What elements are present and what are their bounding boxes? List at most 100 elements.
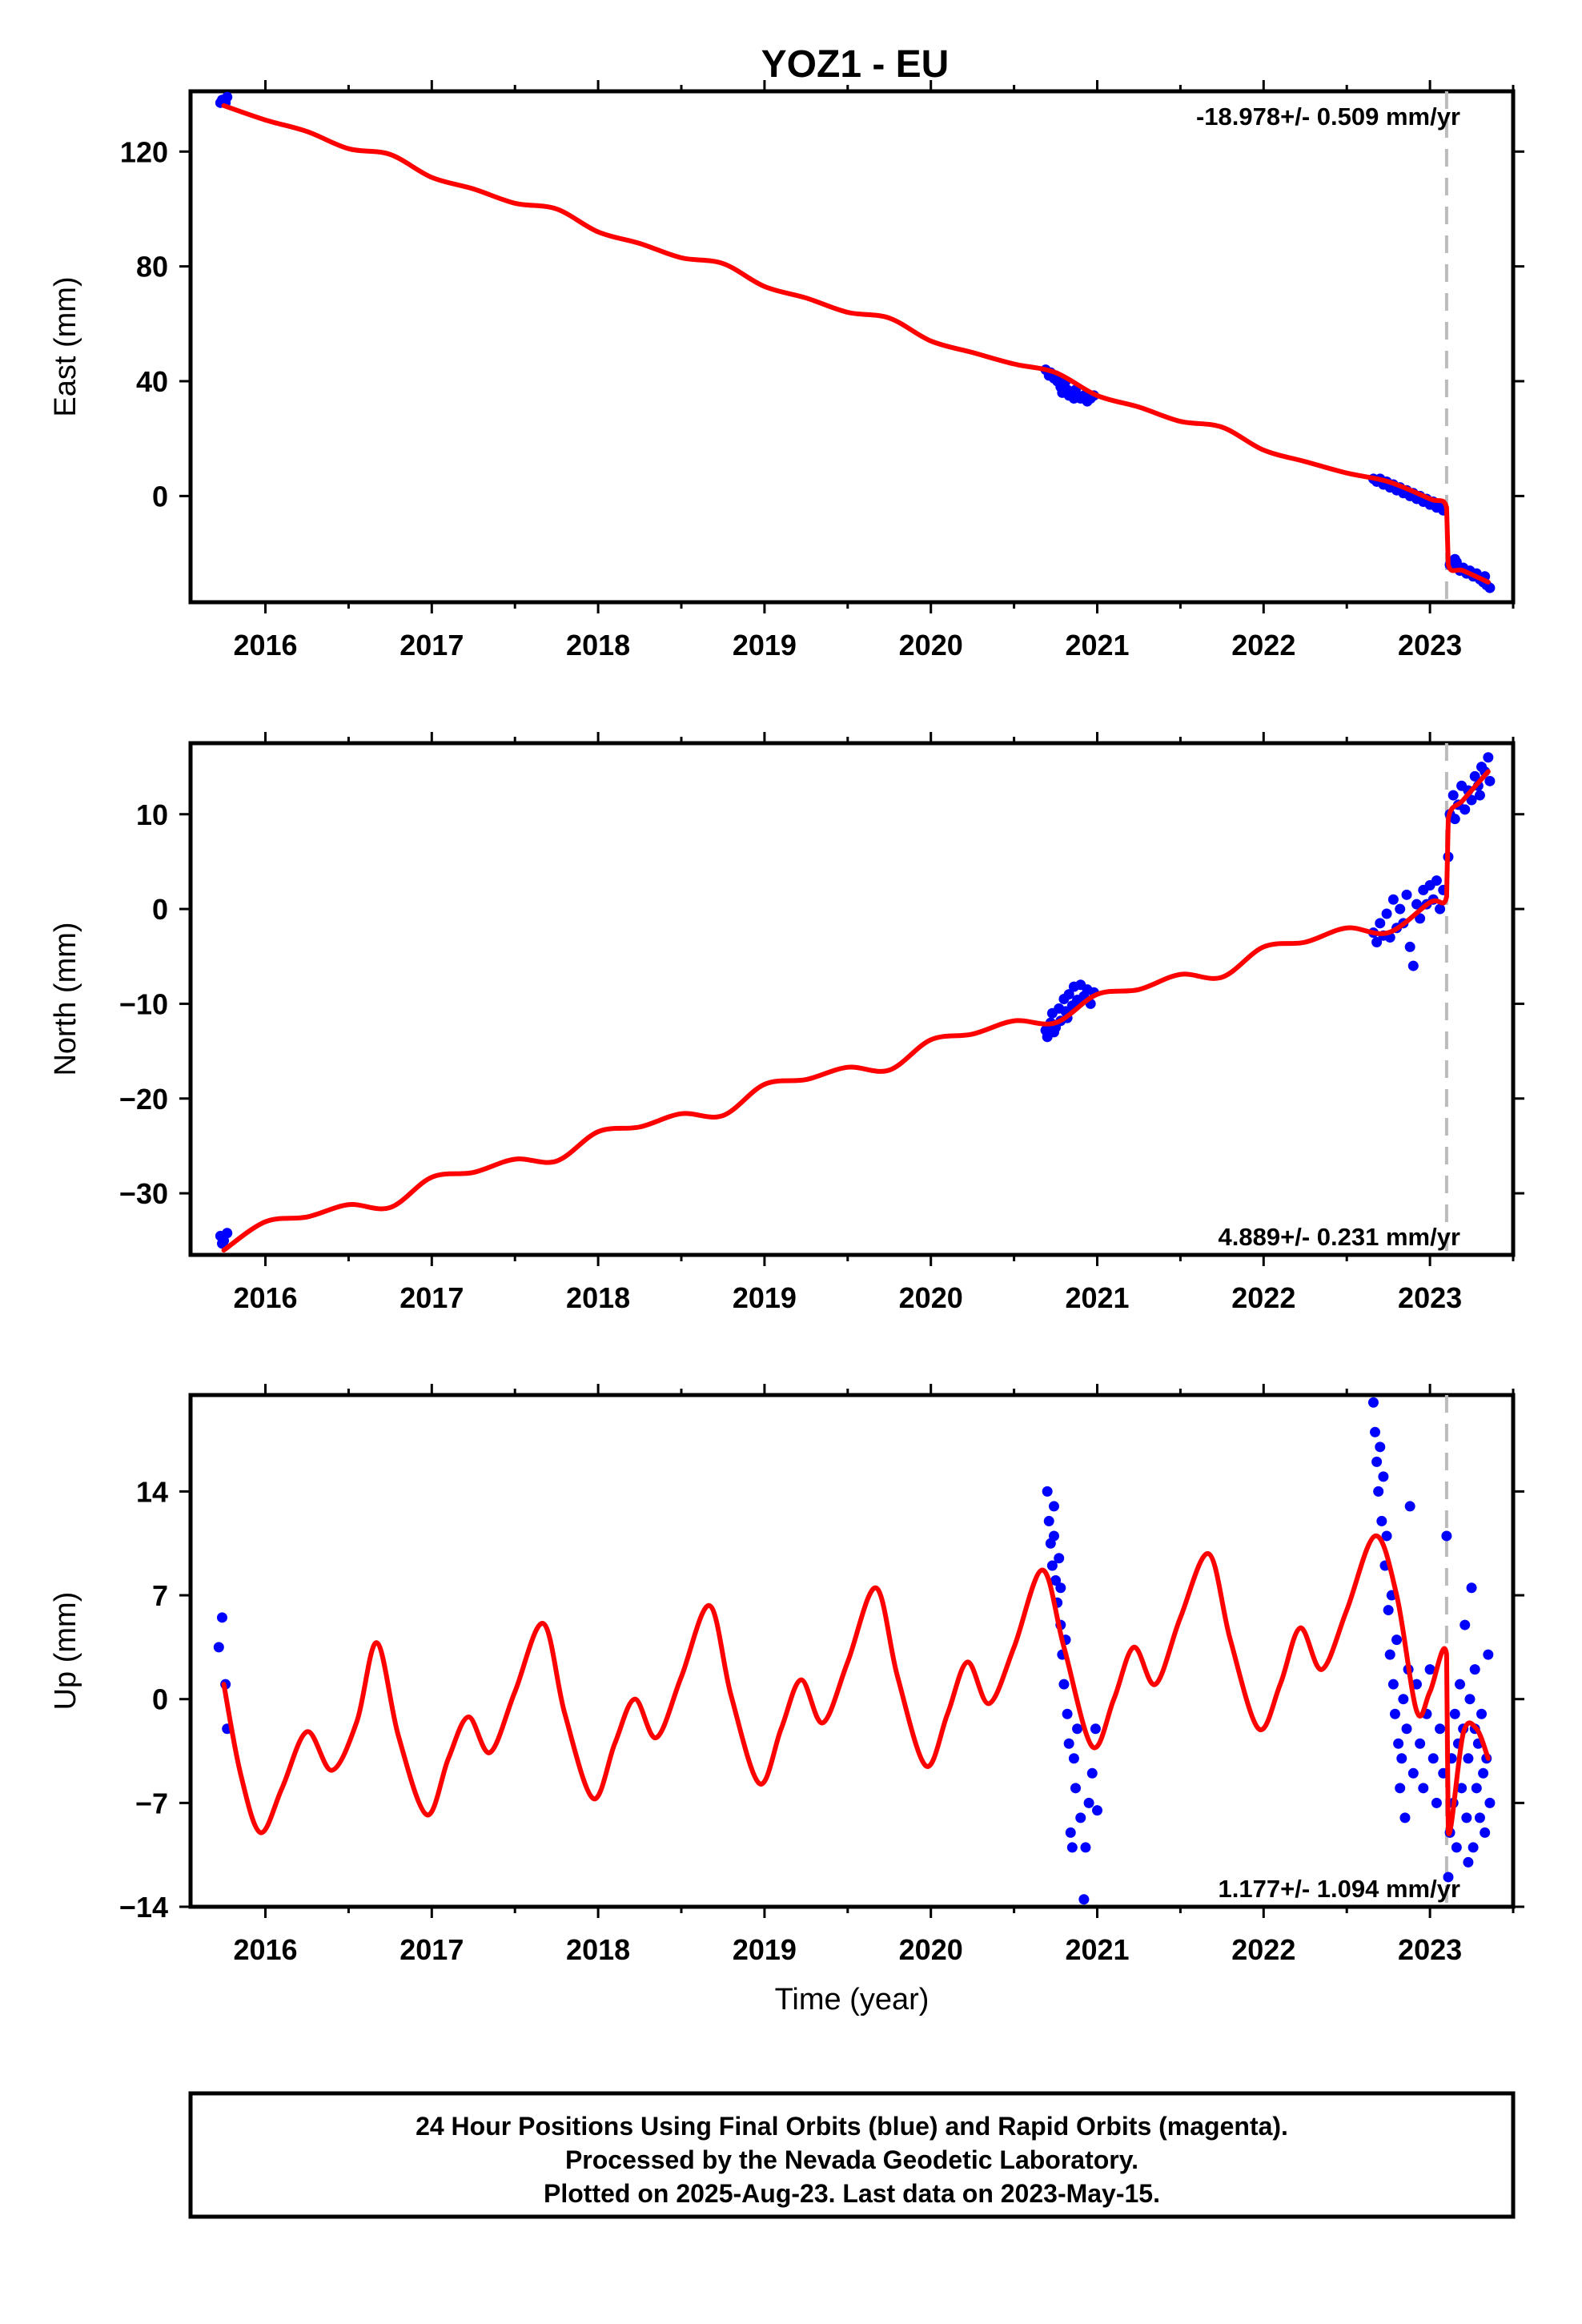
- north-ylabel: North (mm): [49, 922, 82, 1076]
- east-observation-point: [1484, 582, 1496, 593]
- up-ytick-label: −7: [135, 1787, 168, 1819]
- north-xtick-label: 2020: [899, 1281, 963, 1314]
- up-observation-point: [1378, 1471, 1389, 1482]
- up-observation-point: [1048, 1530, 1059, 1542]
- up-observation-point: [1383, 1605, 1394, 1616]
- up-observation-point: [1075, 1812, 1086, 1823]
- east-xtick-label: 2019: [733, 629, 797, 661]
- north-observation-point: [1449, 814, 1460, 825]
- up-xtick-label: 2017: [400, 1933, 464, 1966]
- up-observation-point: [1478, 1767, 1489, 1779]
- up-frame: [188, 1393, 1516, 1909]
- chart-title: YOZ1 - EU: [761, 43, 950, 86]
- up-observation-point: [1092, 1805, 1103, 1816]
- north-observation-point: [1415, 913, 1426, 924]
- north-observation-point: [1048, 1027, 1059, 1038]
- up-observation-point: [1483, 1649, 1494, 1660]
- east-xtick-label: 2016: [233, 629, 297, 661]
- up-observation-point: [1381, 1530, 1392, 1542]
- up-observation-point: [1393, 1738, 1404, 1749]
- north-observation-point: [1404, 941, 1415, 952]
- up-observation-point: [213, 1642, 224, 1653]
- up-observation-point: [1376, 1515, 1387, 1526]
- up-observation-point: [1471, 1783, 1482, 1794]
- north-observation-point: [1484, 775, 1496, 786]
- east-frame: [188, 89, 1516, 605]
- east-observation-point: [1449, 553, 1460, 565]
- up-observation-point: [1474, 1812, 1485, 1823]
- up-ytick-label: 7: [152, 1579, 168, 1612]
- north-model-line: [221, 769, 1491, 1253]
- up-observation-point: [1050, 1575, 1062, 1586]
- up-observation-point: [1367, 1397, 1379, 1408]
- up-observation-point: [1078, 1894, 1090, 1905]
- east-panel: 2016 2017 2018 2019 2020 2021 2022 2023 0 40 80 120…: [49, 80, 1524, 661]
- north-frame: [188, 741, 1516, 1257]
- up-observation-point: [1476, 1708, 1488, 1719]
- up-observation-point: [1435, 1723, 1446, 1735]
- up-xlabel: Time (year): [775, 1983, 930, 2016]
- up-observation-point: [1468, 1842, 1479, 1853]
- up-observation-point: [1389, 1708, 1400, 1719]
- north-observation-point: [1371, 937, 1383, 947]
- up-ytick-label: 0: [152, 1683, 168, 1716]
- up-observation-point: [1415, 1738, 1426, 1749]
- up-observation-point: [1401, 1723, 1412, 1735]
- north-xtick-label: 2021: [1065, 1281, 1129, 1314]
- north-observation-point: [1447, 790, 1459, 801]
- east-ylabel: East (mm): [49, 276, 82, 416]
- up-observation-point: [1066, 1842, 1078, 1853]
- up-model-line: [221, 1533, 1491, 1836]
- up-observation-point: [1395, 1783, 1406, 1794]
- up-observation-point: [1449, 1708, 1460, 1719]
- footer-line-2: Processed by the Nevada Geodetic Laborat…: [565, 2145, 1138, 2174]
- up-observation-point: [1068, 1753, 1079, 1764]
- up-observation-point: [1455, 1679, 1466, 1690]
- up-observation-point: [1463, 1856, 1474, 1868]
- north-observation-point: [1469, 770, 1480, 782]
- up-observation-point: [1424, 1664, 1435, 1675]
- north-xtick-label: 2022: [1231, 1281, 1295, 1314]
- north-observation-point: [1401, 889, 1412, 900]
- footer-box: [188, 2091, 1516, 2219]
- up-observation-point: [1460, 1619, 1471, 1630]
- up-xtick-label: 2020: [899, 1933, 963, 1966]
- north-observation-point: [1395, 903, 1406, 915]
- east-xtick-label: 2018: [566, 629, 630, 661]
- up-observation-point: [1404, 1501, 1415, 1512]
- north-ytick-label: 10: [136, 798, 168, 831]
- north-xtick-label: 2023: [1398, 1281, 1462, 1314]
- east-ytick-label: 120: [120, 135, 168, 168]
- north-xtick-label: 2016: [233, 1281, 297, 1314]
- up-ytick-label: −14: [119, 1891, 168, 1924]
- up-observation-point: [1456, 1783, 1468, 1794]
- up-observation-point: [1384, 1649, 1395, 1660]
- north-observation-point: [1466, 794, 1477, 806]
- up-observation-point: [1431, 1797, 1442, 1808]
- up-xtick-label: 2018: [566, 1933, 630, 1966]
- up-xtick-label: 2019: [733, 1933, 797, 1966]
- up-observation-point: [1398, 1694, 1409, 1705]
- up-observation-point: [1370, 1426, 1381, 1437]
- east-xtick-label: 2022: [1231, 629, 1295, 661]
- up-observation-point: [1072, 1723, 1083, 1735]
- up-xtick-label: 2022: [1231, 1933, 1295, 1966]
- north-observation-point: [1474, 790, 1485, 801]
- up-rate-label: 1.177+/- 1.094 mm/yr: [1219, 1875, 1460, 1903]
- east-ytick-label: 0: [152, 480, 168, 513]
- up-observation-point: [1441, 1530, 1452, 1542]
- up-observation-point: [1371, 1456, 1383, 1467]
- north-observation-point: [1381, 908, 1392, 919]
- up-observation-point: [1466, 1582, 1477, 1594]
- north-observation-point: [1375, 918, 1386, 929]
- up-observation-point: [1463, 1753, 1474, 1764]
- north-xtick-label: 2018: [566, 1281, 630, 1314]
- up-observation-point: [1407, 1767, 1419, 1779]
- east-ytick-label: 40: [136, 365, 168, 398]
- east-xtick-label: 2017: [400, 629, 464, 661]
- up-observation-point: [1418, 1783, 1429, 1794]
- up-observation-point: [1055, 1582, 1066, 1594]
- footer-line-1: 24 Hour Positions Using Final Orbits (bl…: [416, 2112, 1288, 2141]
- up-observation-point: [1080, 1842, 1091, 1853]
